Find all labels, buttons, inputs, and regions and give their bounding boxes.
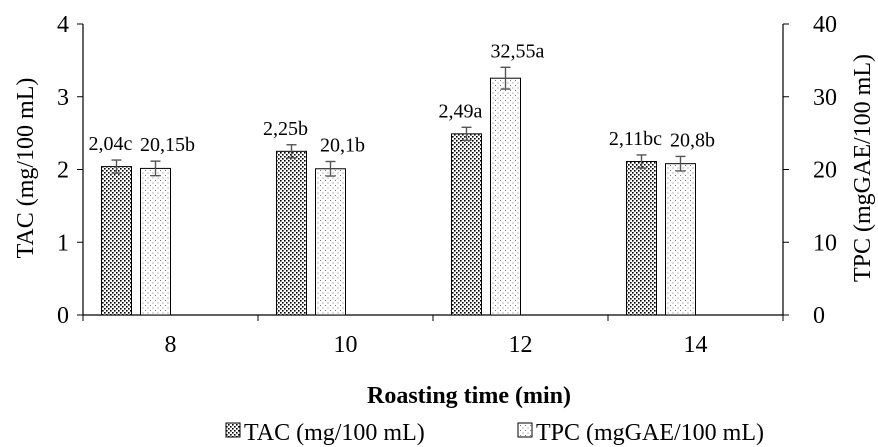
bars-group bbox=[101, 66, 696, 316]
data-label-tpc: 20,1b bbox=[320, 134, 365, 156]
labels-group: 2,04c 2,25b 2,49a 2,11bc 20,15b 20,1b 32,55a 20… bbox=[89, 40, 715, 156]
data-label-tac: 2,25b bbox=[263, 118, 308, 140]
data-label-tpc: 20,8b bbox=[670, 129, 715, 151]
right-tick-label: 10 bbox=[813, 230, 837, 256]
bar-tac bbox=[101, 166, 132, 316]
legend-swatch-tac bbox=[225, 422, 241, 438]
legend-swatch-tpc bbox=[517, 422, 533, 438]
bar-tpc bbox=[490, 77, 521, 316]
x-axis-title: Roasting time (min) bbox=[367, 383, 571, 409]
data-label-tac: 2,11bc bbox=[609, 128, 662, 150]
data-label-tpc: 20,15b bbox=[140, 134, 195, 156]
left-axis-title: TAC (mg/100 mL) bbox=[13, 78, 39, 259]
legend-label-tac: TAC (mg/100 mL) bbox=[244, 420, 425, 446]
left-tick-label: 1 bbox=[57, 230, 69, 256]
left-tick-label: 4 bbox=[57, 12, 69, 38]
x-tick-label: 12 bbox=[509, 332, 533, 358]
left-tick-label: 3 bbox=[57, 85, 69, 111]
bar-tac bbox=[626, 160, 657, 316]
bar-tpc bbox=[140, 167, 171, 316]
x-tick-label: 10 bbox=[334, 332, 358, 358]
bar-tpc bbox=[665, 163, 696, 316]
right-tick-label: 30 bbox=[813, 85, 837, 111]
right-tick-label: 40 bbox=[813, 12, 837, 38]
bar-tpc bbox=[315, 168, 346, 316]
x-tick-label: 14 bbox=[684, 332, 708, 358]
left-tick-label: 0 bbox=[57, 303, 69, 329]
left-tick-label: 2 bbox=[57, 158, 69, 184]
right-axis-title: TPC (mgGAE/100 mL) bbox=[850, 54, 876, 282]
data-label-tpc: 32,55a bbox=[491, 40, 545, 62]
data-label-tac: 2,49a bbox=[439, 100, 483, 122]
bar-tac bbox=[451, 133, 482, 316]
bar-tac bbox=[276, 150, 307, 316]
x-tick-label: 8 bbox=[165, 332, 177, 358]
right-tick-label: 20 bbox=[813, 158, 837, 184]
right-tick-label: 0 bbox=[813, 303, 825, 329]
legend-label-tpc: TPC (mgGAE/100 mL) bbox=[536, 420, 764, 446]
legend: TAC (mg/100 mL) TPC (mgGAE/100 mL) bbox=[225, 420, 764, 446]
data-label-tac: 2,04c bbox=[89, 133, 133, 155]
